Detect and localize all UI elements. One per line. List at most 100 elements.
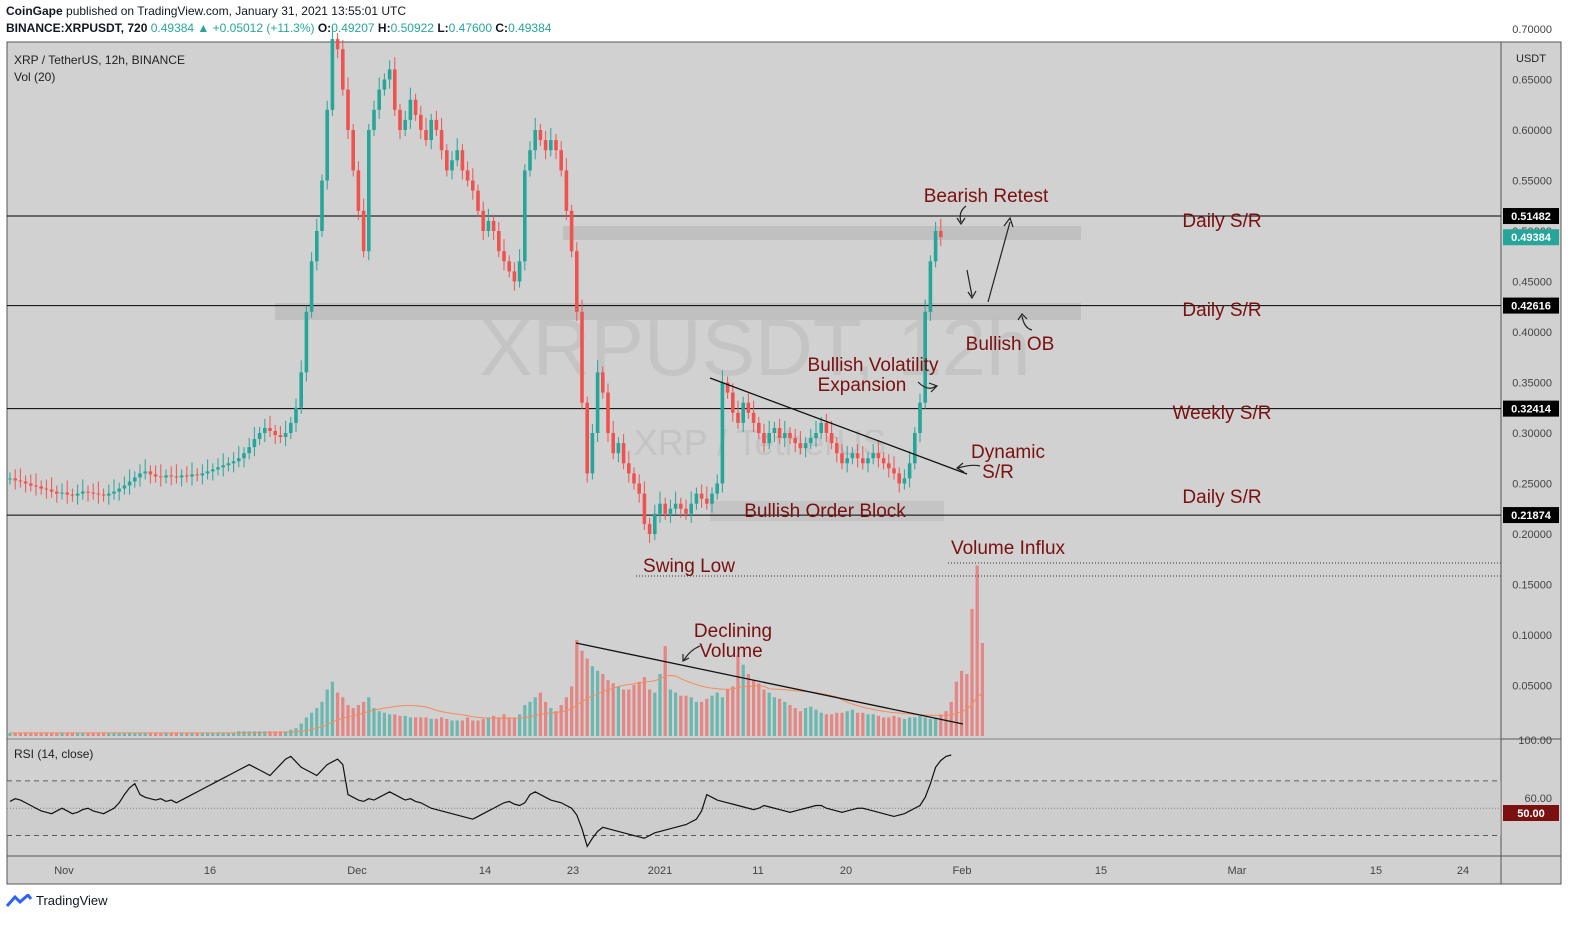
ohlc-line: BINANCE:XRPUSDT, 720 0.49384 ▲ +0.05012 … [6,21,551,35]
candle-body [231,461,236,464]
candle-body [325,109,329,181]
volume-bar [102,732,106,736]
volume-bar [133,732,137,736]
volume-bar [44,732,48,736]
volume-bar [887,717,891,736]
volume-bar [278,731,282,736]
volume-bar [918,715,922,736]
price-badges: 0.51482 0.49384 0.42616 0.32414 0.21874 [1503,208,1559,524]
volume-bar [8,732,12,736]
volume-bar [824,714,828,736]
candle-body [127,481,132,486]
tradingview-footer[interactable]: TradingView [6,893,108,908]
candle-body [408,99,413,120]
candle-body [694,493,699,504]
volume-bar [440,717,444,736]
annotation-dynamic-1: Dynamic [971,442,1045,463]
volume-bar [518,714,522,736]
volume-bar [544,701,548,736]
candle-body [658,503,662,514]
candle-body [55,491,59,494]
volume-bar [434,718,438,736]
candle-body [60,492,64,494]
candle-body [549,140,553,151]
volume-bar [154,732,158,736]
candle-body [153,474,158,477]
volume-bar [112,732,116,736]
volume-bar [460,720,464,736]
volume-bar [668,689,672,736]
candle-body [200,473,205,476]
candle-body [221,465,225,468]
volume-bar [174,732,178,736]
volume-bar [507,717,511,736]
candle-body [668,508,673,514]
volume-bar [570,686,574,736]
time-axis[interactable]: Nov 16 Dec 14 23 2021 11 20 Feb 15 Mar 15 24 [54,865,1469,877]
candle-body [169,475,173,477]
volume-bar [377,711,381,736]
pane-title: XRP / TetherUS, 12h, BINANCE [14,53,185,67]
rsi-value-badge [1503,805,1559,821]
volume-bar [876,715,880,736]
volume-bar [783,701,787,736]
candle-body [320,180,324,231]
candle-body [720,382,725,484]
candle-body [75,493,80,496]
volume-bar [689,697,693,736]
volume-bar [830,714,834,736]
candle-body [803,443,808,449]
volume-bar [492,715,496,736]
volume-bar [258,731,262,736]
volume-bar [419,717,423,736]
volume-bar [632,684,636,736]
volume-bar [24,732,28,736]
chart-frame [6,41,1562,885]
candle-body [413,99,418,115]
candle-body [419,114,423,130]
close-label: C: [495,21,509,35]
volume-bar [564,697,568,736]
volume-bar [50,732,54,736]
volume-bar [330,681,334,736]
candle-body [543,140,548,151]
volume-bar [512,717,516,736]
time-tick-label: Feb [953,865,972,877]
candle-body [273,430,277,436]
candle-body [647,523,652,534]
candle-body [762,433,766,444]
volume-bar [408,717,412,736]
candle-body [237,458,241,462]
candle-body [491,220,496,231]
candle-body [289,422,293,433]
volume-bar [793,708,797,736]
time-tick-label: 11 [752,865,763,877]
volume-bar [554,711,558,736]
price-badge [1503,400,1559,417]
candle-body [299,372,303,408]
volume-bar [450,720,454,736]
close-value: 0.49384 [508,21,552,35]
price-tick-label: 0.70000 [1512,24,1552,36]
candle-body [424,130,428,141]
volume-bar [284,731,288,736]
candle-body [164,475,168,478]
publisher-name: CoinGape [6,4,63,18]
candle-body [455,150,459,161]
candle-body [23,481,28,484]
candle-body [850,453,855,459]
candle-body [575,251,579,312]
candle-body [855,453,860,459]
candle-body [819,422,823,433]
candle-body [351,130,355,171]
candle-body [788,433,792,439]
candle-body [309,261,314,312]
candle-body [195,474,199,476]
candle-body [871,453,875,459]
candle-body [486,220,491,231]
candle-body [569,210,574,252]
volume-bar [788,705,792,736]
rsi-value-badge-label: 50.00 [1517,808,1545,820]
volume-bar [143,732,147,736]
